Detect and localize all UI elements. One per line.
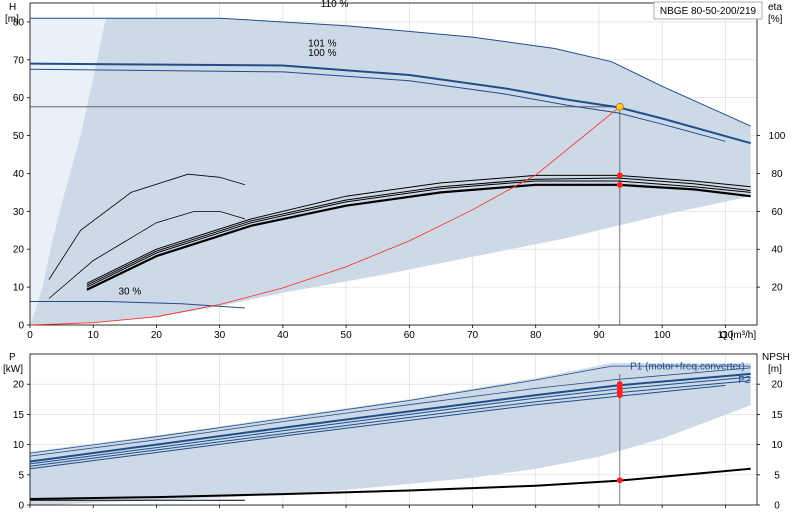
power-marker: [616, 392, 623, 399]
power-marker: [616, 477, 623, 484]
y2-tick-label: 20: [771, 283, 783, 294]
y-tick-label: 30: [13, 207, 25, 218]
head-curve-label: 100 %: [308, 48, 336, 59]
y2-tick-label: 60: [771, 207, 783, 218]
x-tick-label: 100: [654, 330, 671, 341]
y2-tick-label: 40: [771, 245, 783, 256]
y-tick-label: 0: [18, 501, 24, 512]
x-tick-label: 50: [341, 330, 353, 341]
x-tick-label: 60: [404, 330, 416, 341]
efficiency-curve: [48, 173, 246, 280]
chart-title: NBGE 80-50-200/219: [660, 6, 757, 17]
y2-tick-label: 5: [774, 470, 780, 481]
y2-tick-label: 10: [771, 440, 783, 451]
head-curve-label: 30 %: [119, 287, 142, 298]
head-curve-label: 110 %: [321, 0, 349, 10]
plot-frame: [29, 2, 758, 326]
y2-tick-label: 0: [774, 501, 780, 512]
y2-axis-unit-eta: [%]: [768, 14, 783, 25]
operating-region-light-band: [30, 18, 106, 325]
y2-tick-label: 20: [771, 380, 783, 391]
efficiency-curve: [86, 180, 751, 288]
plot-frame: [29, 353, 758, 506]
y-tick-label: 80: [13, 17, 25, 28]
system-curve: [29, 106, 621, 326]
x-tick-label: 90: [593, 330, 605, 341]
power-npsh-panel: 0 5 10 15 20 0 5 10 15 20 P1 (motor+freq.converter…: [13, 353, 783, 512]
y2-tick-label: 100: [769, 131, 786, 142]
x-tick-label: 40: [277, 330, 289, 341]
y-tick-label: 0: [18, 321, 24, 332]
x-axis-label-q: Q [m³/h]: [720, 330, 756, 341]
efficiency-marker: [616, 172, 623, 179]
y-tick-label: 15: [13, 410, 25, 421]
efficiency-marker: [616, 181, 623, 188]
y2-tick-label: 80: [771, 169, 783, 180]
efficiency-curve: [86, 183, 751, 291]
x-tick-label: 20: [151, 330, 163, 341]
power-curve: [29, 365, 751, 454]
efficiency-curve: [86, 177, 751, 286]
head-curve-label: 101 %: [308, 39, 336, 50]
y-axis-unit-power: [kW]: [3, 364, 23, 375]
y-tick-label: 10: [13, 283, 25, 294]
operating-region: [30, 363, 751, 505]
y-axis-unit-head: [m]: [5, 14, 19, 25]
y-tick-label: 60: [13, 93, 25, 104]
x-tick-label: 0: [27, 330, 33, 341]
x-tick-label: 110: [717, 330, 733, 341]
y-tick-label: 70: [13, 55, 25, 66]
y-tick-label: 20: [13, 245, 25, 256]
x-tick-label: 80: [530, 330, 542, 341]
y-tick-label: 50: [13, 131, 25, 142]
y-tick-label: 5: [18, 470, 24, 481]
y-axis-label-head: H: [9, 2, 16, 13]
y-tick-label: 20: [13, 380, 25, 391]
x-tick-label: 10: [88, 330, 100, 341]
efficiency-curve: [48, 210, 246, 299]
head-curve: [29, 62, 751, 145]
head-curve: [29, 68, 726, 142]
y-tick-label: 40: [13, 169, 25, 180]
series-label: P2: [738, 375, 751, 386]
head-efficiency-panel: 0 10 20 30 40 50 60 70 80 20 40 60 80 100 0 10 20 30 40 50 6…: [13, 0, 786, 341]
y2-axis-unit-npsh: [m]: [768, 364, 782, 375]
series-label: P1 (motor+freq.converter): [630, 362, 745, 373]
operating-region: [30, 18, 751, 325]
head-curve: [30, 17, 751, 127]
x-tick-label: 30: [214, 330, 226, 341]
y2-axis-label-npsh: NPSH: [762, 352, 790, 363]
x-tick-label: 70: [467, 330, 479, 341]
efficiency-curve: [86, 174, 751, 284]
y2-axis-label-eta: eta: [768, 2, 782, 13]
duty-point: [615, 102, 624, 111]
title-box: [653, 1, 763, 20]
y-tick-label: 10: [13, 440, 25, 451]
y2-tick-label: 15: [771, 410, 783, 421]
power-curve: [29, 367, 751, 457]
y-axis-label-power: P: [9, 352, 16, 363]
